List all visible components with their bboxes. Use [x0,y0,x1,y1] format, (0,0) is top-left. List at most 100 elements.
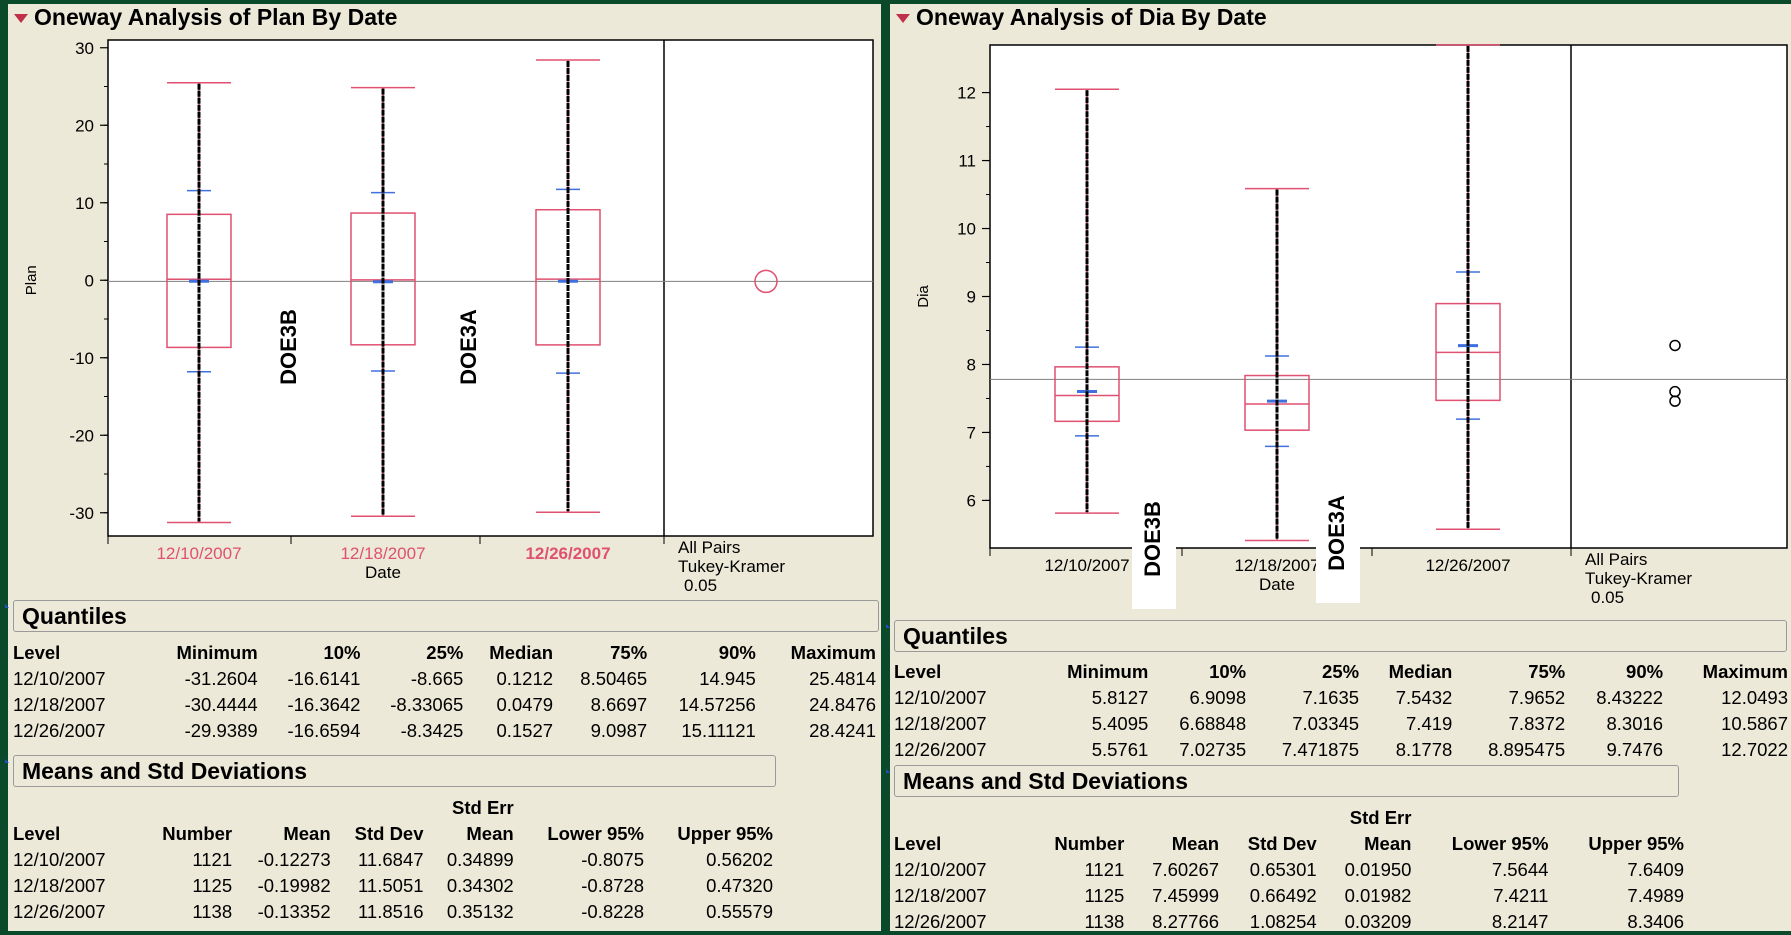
table-header-row: Level Minimum 10% 25% Median 75% 90% Maximum [13,640,876,666]
table-header-cell: Maximum [1702,661,1788,682]
table-cell: 12.0493 [1721,687,1788,708]
table-cell: 1125 [1084,885,1125,906]
table-cell: 0.34302 [446,875,514,896]
table-header-cell [514,795,644,821]
table-cell: 7.471875 [1281,739,1360,760]
y-tick-label: 6 [967,491,976,510]
table-cell: 0.47320 [706,875,773,896]
plot-frame [989,44,1788,549]
table-row: 12/26/2007 1138 -0.13352 11.8516 0.35132 -0.8… [13,899,773,925]
quantiles-left-table: Level Minimum 10% 25% Median 75% 90% Maximum 12/… [13,640,876,744]
table-cell: 9.0987 [590,720,648,741]
table-header-cell: Minimum [176,642,258,663]
table-cell: 12/18/2007 [894,713,987,734]
left-title-bar[interactable]: Oneway Analysis of Plan By Date [8,4,881,30]
y-tick-label: 10 [75,194,94,213]
table-cell: 1138 [192,901,233,922]
table-cell: 8.895475 [1488,739,1566,760]
table-cell: 7.1635 [1302,687,1360,708]
table-cell: 12/18/2007 [13,694,106,715]
table-cell: 5.4095 [1091,713,1149,734]
means-left-header[interactable]: Means and Std Deviations [13,755,776,787]
table-cell: 7.45999 [1152,885,1220,906]
y-tick-label: -20 [69,426,94,445]
table-cell: -8.3425 [400,720,464,741]
table-header-cell [894,805,1025,831]
table-cell: 1.08254 [1249,911,1317,932]
table-cell: 8.27766 [1152,911,1220,932]
table-cell: 8.3406 [1627,911,1684,932]
y-tick-label: -10 [69,349,94,368]
table-cell: 28.4241 [809,720,876,741]
left-chart: -30 -20 -10 0 10 20 30 Plan 12/10/2007 12/18/2007… [23,39,874,595]
quantiles-left-marker [5,604,9,608]
table-cell: 0.55579 [706,901,773,922]
table-cell: 0.56202 [706,849,773,870]
comparison-label: 0.05 [684,576,717,595]
annotation-background [1132,469,1176,609]
comparison-label: 0.05 [1591,588,1624,607]
table-header-cell: Lower 95% [547,823,645,844]
y-tick-label: 30 [75,39,94,58]
x-category-label: 12/26/2007 [1425,556,1510,575]
table-cell: 7.4989 [1627,885,1684,906]
x-category-label: 12/18/2007 [1234,556,1319,575]
table-header-cell: 75% [610,642,648,663]
table-cell: 1138 [1084,911,1125,932]
table-cell: 24.8476 [809,694,876,715]
y-axis-label: Dia [915,285,932,308]
quantiles-right-table: Level Minimum 10% 25% Median 75% 90% Maximum 12/… [894,659,1788,763]
quantiles-right-header[interactable]: Quantiles [894,620,1787,652]
table-cell: 11.8516 [358,901,424,922]
table-cell: 7.4211 [1493,885,1549,906]
table-header-row: Std Err [894,805,1684,831]
table-cell: 1125 [192,875,233,896]
table-cell: 12/18/2007 [13,875,106,896]
table-cell: 15.11121 [681,720,756,741]
table-cell: 12/26/2007 [894,911,987,932]
y-tick-label: -30 [69,504,94,523]
disclosure-triangle-icon[interactable] [14,14,28,24]
y-tick-label: 7 [967,423,976,442]
table-cell: 0.65301 [1249,859,1317,880]
table-cell: 12/10/2007 [13,668,106,689]
table-row: 12/18/2007 5.4095 6.68848 7.03345 7.419 7.837… [894,711,1788,737]
table-header-cell [1219,805,1317,831]
table-cell: -29.9389 [184,720,258,741]
table-header-cell [1025,805,1124,831]
table-cell: -0.13352 [257,901,331,922]
table-cell: 12/10/2007 [13,849,106,870]
table-header-cell: 90% [1626,661,1664,682]
y-tick-label: 11 [958,152,976,171]
table-header-cell [1548,805,1684,831]
table-cell: 0.0479 [496,694,554,715]
right-title-bar[interactable]: Oneway Analysis of Dia By Date [890,4,1791,30]
annotation-label: DOE3A [456,309,481,385]
table-cell: 1121 [192,849,233,870]
comparison-circle [1669,395,1681,407]
table-cell: 0.35132 [446,901,514,922]
table-cell: 0.03209 [1344,911,1412,932]
table-cell: 12/26/2007 [13,901,106,922]
table-header-row: Level Number Mean Std Dev Mean Lower 95% Upper… [13,821,773,847]
table-row: 12/18/2007 -30.4444 -16.3642 -8.33065 0.0479… [13,692,876,718]
x-axis-label: Date [1259,575,1295,594]
table-cell: 6.9098 [1189,687,1247,708]
table-row: 12/26/2007 -29.9389 -16.6594 -8.3425 0.1527 9… [13,718,876,744]
table-cell: 8.1778 [1395,739,1453,760]
means-left-title: Means and Std Deviations [22,758,308,784]
quantiles-left-title: Quantiles [22,603,127,629]
table-cell: 5.8127 [1091,687,1149,708]
table-header-cell: Number [1054,833,1125,854]
x-category-label: 12/18/2007 [340,544,425,563]
right-chart: 6 7 8 9 10 11 12 Dia 12/10/2007 12/18/2007 12/26/2… [915,44,1788,609]
table-cell: 14.945 [699,668,756,689]
table-cell: 12.7022 [1721,739,1788,760]
table-header-cell: 25% [1322,661,1360,682]
table-cell: 8.43222 [1596,687,1664,708]
disclosure-triangle-icon[interactable] [896,14,910,24]
means-right-header[interactable]: Means and Std Deviations [894,765,1679,797]
quantiles-left-header[interactable]: Quantiles [13,600,879,632]
table-header-cell: Mean [466,823,514,844]
table-cell: 12/26/2007 [13,720,106,741]
